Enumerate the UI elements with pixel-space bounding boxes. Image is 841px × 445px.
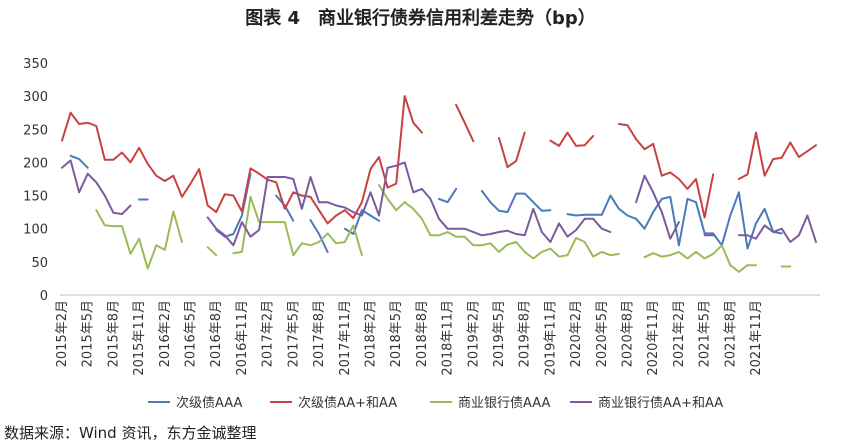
legend-label: 次级债AAA [176,395,243,411]
x-tick-label: 2019年5月 [492,300,507,367]
series-lines [61,95,817,273]
series-line [69,154,783,253]
x-tick-label: 2018年11月 [441,300,456,376]
x-tick-label: 2020年8月 [621,300,636,367]
y-tick-label: 0 [40,289,48,304]
x-tick-label: 2020年11月 [646,300,661,376]
x-tick-label: 2021年8月 [723,300,738,367]
x-tick-label: 2015年11月 [132,300,147,376]
y-tick-label: 50 [31,256,48,271]
y-tick-label: 250 [23,123,48,138]
x-tick-label: 2021年11月 [749,300,764,376]
legend-item: 商业银行债AA+和AA [570,396,723,411]
y-tick-label: 150 [23,190,48,205]
x-tick-label: 2016年8月 [209,300,224,367]
x-tick-label: 2019年8月 [518,300,533,367]
x-tick-label: 2017年11月 [338,300,353,376]
y-tick-label: 200 [23,156,48,171]
x-axis: 2015年2月 2015年5月 2015年8月 2015年11月 2016年2月 2016… [55,294,820,376]
legend-item: 次级债AA+和AA [270,395,397,411]
legend-item: 次级债AAA [148,395,243,411]
x-tick-label: 2018年2月 [363,300,378,367]
series-path [61,159,817,247]
legend: 次级债AAA 次级债AA+和AA 商业银行债AAA 商业银行债AA+和AA [148,395,723,411]
x-tick-label: 2015年5月 [81,300,96,367]
x-tick-label: 2015年8月 [106,300,121,367]
series-path [61,95,817,225]
x-tick-label: 2016年2月 [158,300,173,367]
x-tick-label: 2017年2月 [261,300,276,367]
x-tick-label: 2019年11月 [543,300,558,376]
legend-label: 商业银行债AA+和AA [598,396,723,411]
series-path [95,184,792,273]
series-path [69,154,783,253]
x-tick-label: 2017年8月 [312,300,327,367]
x-tick-label: 2019年2月 [466,300,481,367]
legend-item: 商业银行债AAA [430,396,551,411]
series-line [61,159,817,247]
series-line [61,95,817,225]
series-line [95,184,792,273]
x-tick-label: 2020年2月 [569,300,584,367]
x-tick-label: 2017年5月 [286,300,301,367]
legend-label: 商业银行债AAA [458,396,551,411]
legend-label: 次级债AA+和AA [298,395,397,411]
x-tick-label: 2020年5月 [595,300,610,367]
y-tick-label: 350 [23,57,48,72]
source-note: 数据来源：Wind 资讯，东方金诚整理 [4,424,257,442]
y-tick-label: 300 [23,90,48,105]
x-tick-label: 2015年2月 [55,300,70,367]
x-tick-label: 2016年5月 [184,300,199,367]
y-axis: 0 50 100 150 200 250 300 350 [23,57,48,304]
x-tick-label: 2021年5月 [698,300,713,367]
x-tick-label: 2021年2月 [672,300,687,367]
x-tick-label: 2018年8月 [415,300,430,367]
chart-title: 图表 4 商业银行债券信用利差走势（bp） [245,8,596,29]
x-tick-label: 2016年11月 [235,300,250,376]
x-tick-label: 2018年5月 [389,300,404,367]
y-tick-label: 100 [23,223,48,238]
